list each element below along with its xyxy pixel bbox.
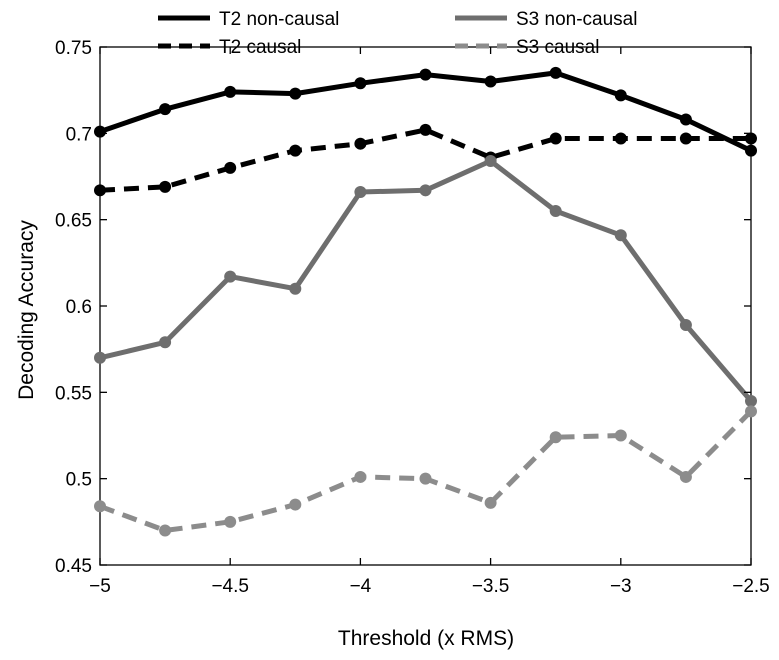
data-point: [484, 154, 497, 167]
data-point: [354, 186, 367, 199]
data-point: [745, 394, 757, 407]
data-point: [159, 180, 172, 193]
series-line: [99, 158, 753, 403]
x-tick-label: −4.5: [211, 576, 249, 597]
data-point: [354, 470, 367, 483]
legend-entry: S3 non-causal: [455, 9, 637, 30]
data-point: [289, 498, 302, 511]
data-point: [224, 85, 237, 98]
data-point: [745, 405, 757, 418]
data-point: [679, 470, 692, 483]
data-point: [224, 161, 237, 174]
data-point: [289, 144, 302, 157]
y-tick-label: 0.55: [55, 383, 92, 404]
x-tick-label: −2.5: [732, 576, 770, 597]
data-point: [159, 103, 172, 116]
data-point: [354, 77, 367, 90]
y-tick-label: 0.75: [55, 38, 92, 59]
y-tick-label: 0.65: [55, 211, 92, 232]
data-point: [419, 123, 432, 136]
legend-label: T2 causal: [219, 37, 301, 58]
x-tick-label: −4: [350, 576, 372, 597]
y-tick-label: 0.5: [66, 470, 92, 491]
data-point: [614, 132, 627, 145]
data-point: [484, 75, 497, 88]
legend-entry: T2 non-causal: [158, 9, 339, 30]
series-s3-non-causal: [94, 154, 757, 407]
x-tick-label: −3.5: [472, 576, 510, 597]
series-line: [99, 70, 753, 153]
legend-entry: S3 causal: [455, 37, 599, 58]
y-axis-label: Decoding Accuracy: [15, 220, 38, 400]
y-tick-label: 0.7: [66, 124, 92, 145]
data-point: [159, 524, 172, 537]
data-point: [289, 87, 302, 100]
series-layer: [94, 66, 757, 537]
legend-label: S3 causal: [516, 37, 599, 58]
y-tick-label: 0.6: [66, 297, 92, 318]
data-point: [94, 125, 106, 138]
data-point: [419, 472, 432, 485]
data-point: [419, 68, 432, 81]
data-point: [614, 89, 627, 102]
series-s3-causal: [94, 405, 757, 537]
data-point: [614, 429, 627, 442]
data-point: [679, 318, 692, 331]
data-point: [94, 351, 106, 364]
data-point: [679, 113, 692, 126]
x-axis-label: Threshold (x RMS): [338, 627, 514, 650]
data-point: [484, 496, 497, 509]
x-tick-label: −3: [610, 576, 632, 597]
data-point: [745, 132, 757, 145]
data-point: [94, 184, 106, 197]
data-point: [94, 500, 106, 513]
legend-entry: T2 causal: [158, 37, 301, 58]
data-point: [419, 184, 432, 197]
data-point: [549, 205, 562, 218]
legend-label: T2 non-causal: [219, 9, 339, 30]
data-point: [549, 431, 562, 444]
series-line: [99, 127, 751, 193]
data-point: [224, 515, 237, 528]
data-point: [159, 336, 172, 349]
axes: −5 −4.5 −4 −3.5 −3 −2.5 0.45 0.5 0.55 0.6 0.65 0.7 0…: [55, 38, 770, 597]
data-point: [354, 137, 367, 150]
data-point: [745, 144, 757, 157]
legend-label: S3 non-causal: [516, 9, 637, 30]
x-tick-label: −5: [89, 576, 111, 597]
data-point: [679, 132, 692, 145]
data-point: [549, 66, 562, 79]
data-point: [614, 229, 627, 242]
series-line: [99, 409, 753, 533]
data-point: [224, 270, 237, 283]
legend: T2 non-causal T2 causal S3 non-causal S3 ca…: [158, 9, 637, 58]
y-tick-label: 0.45: [55, 556, 92, 577]
series-t2-non-causal: [94, 66, 757, 157]
data-point: [549, 132, 562, 145]
data-point: [289, 282, 302, 295]
